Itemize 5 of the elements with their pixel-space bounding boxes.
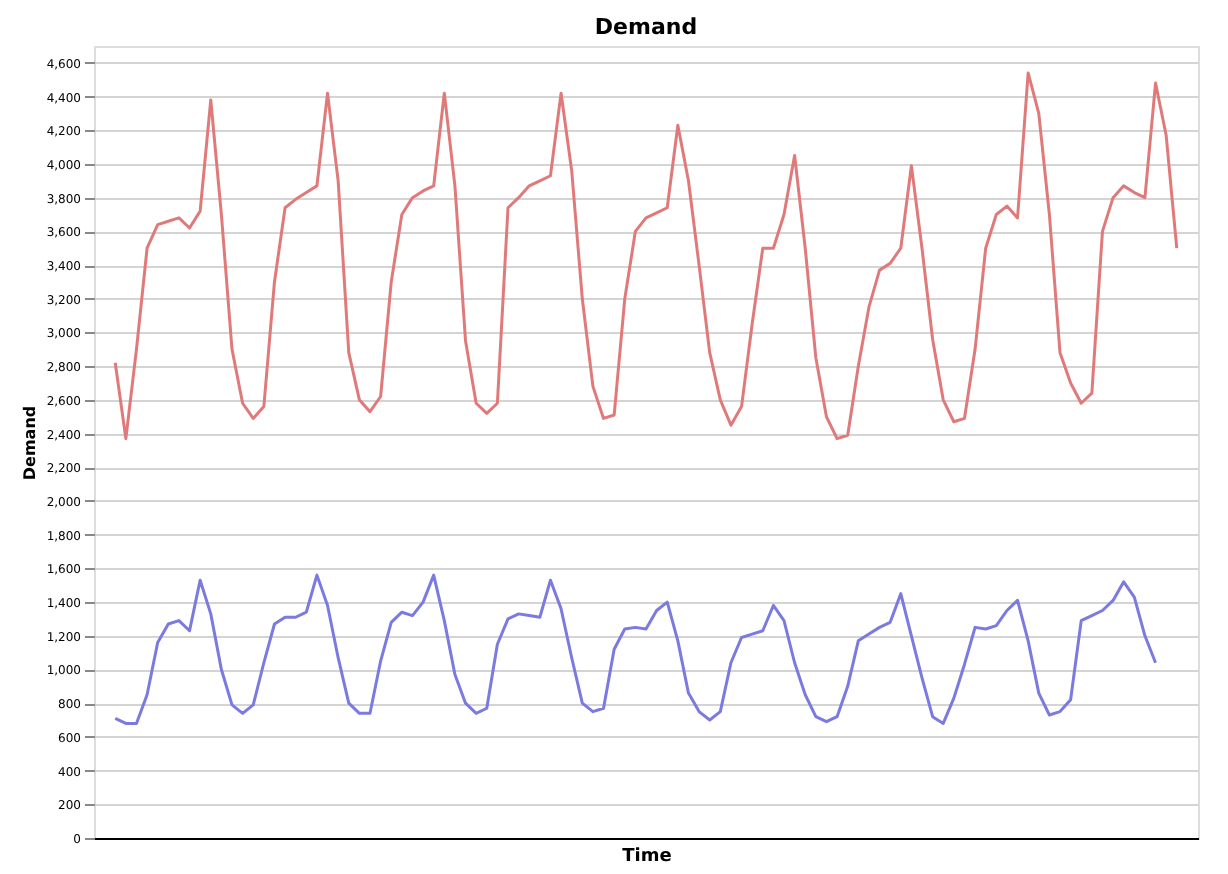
y-axis-title: Demand [20,405,39,481]
chart-title: Demand [594,14,698,40]
x-axis-title: Time [622,847,672,867]
line-series [113,573,1158,725]
line-series [113,71,1179,441]
